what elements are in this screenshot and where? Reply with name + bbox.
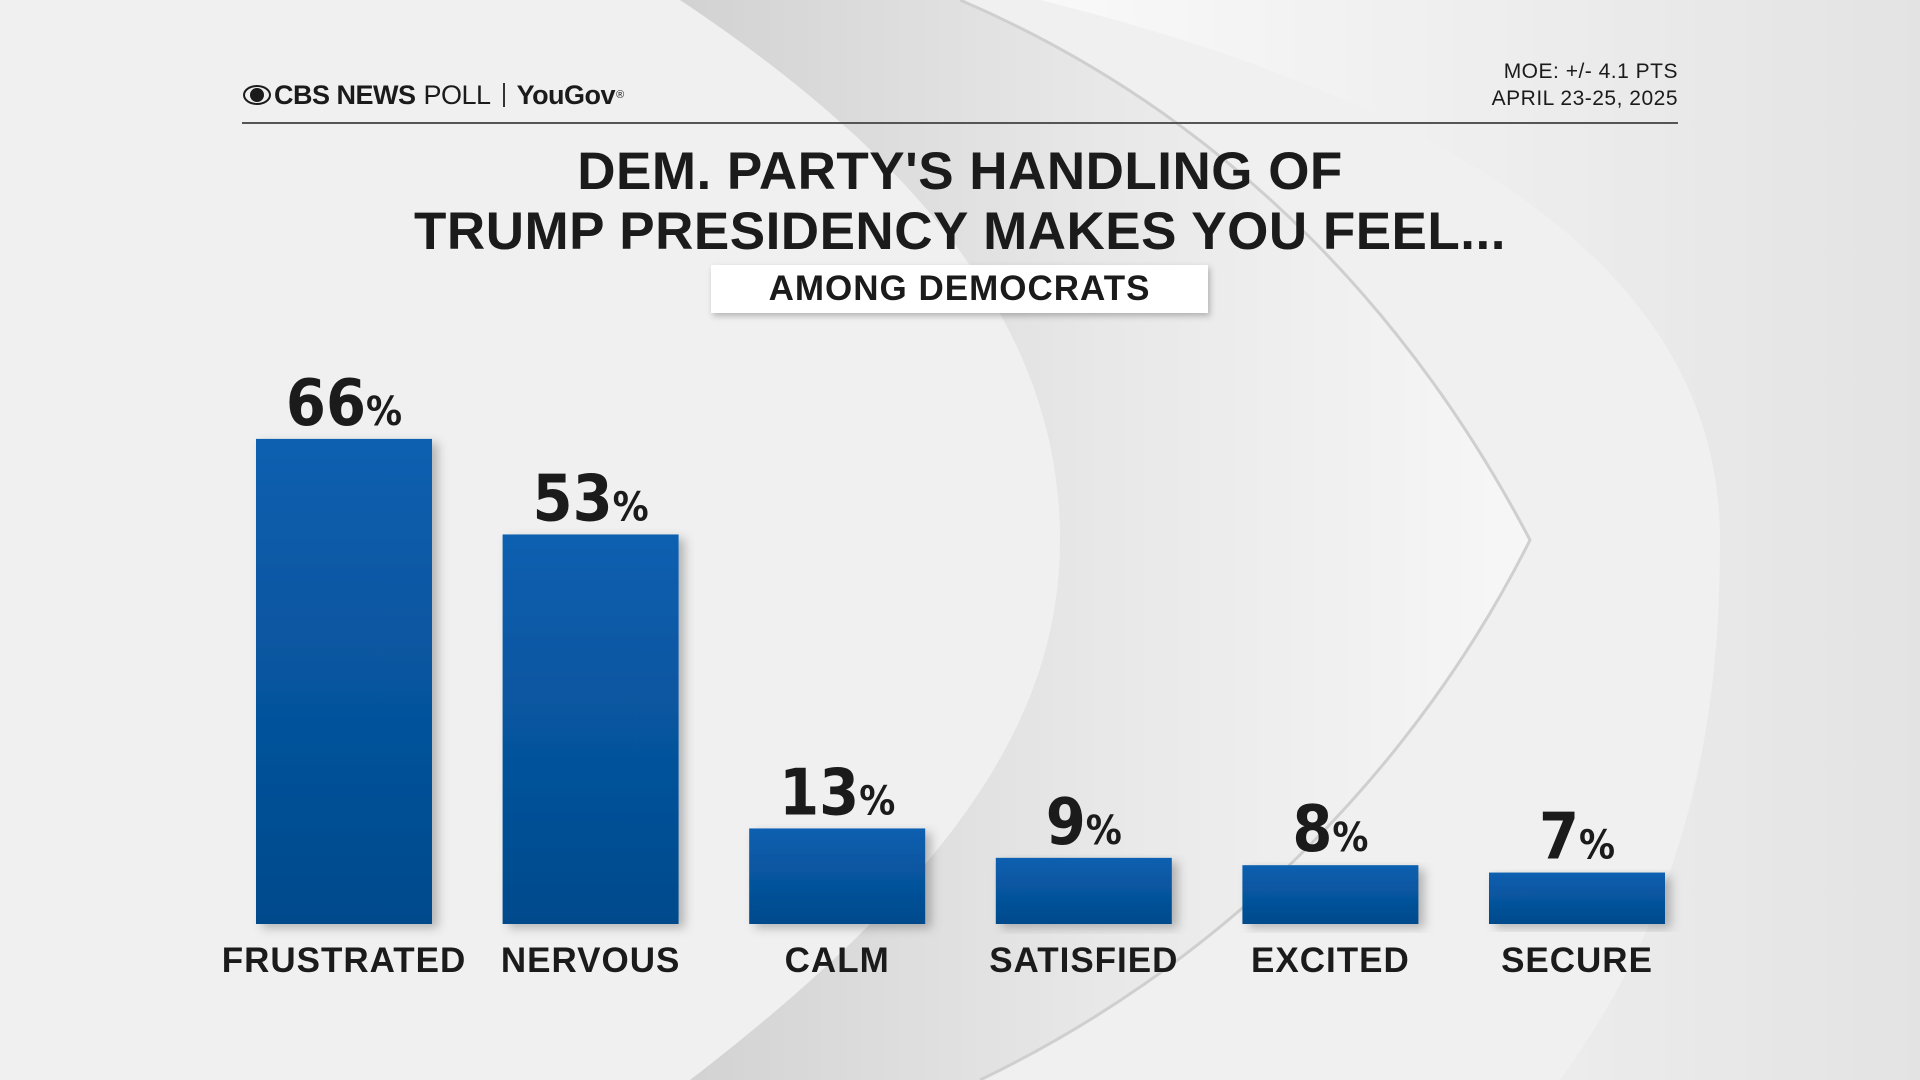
margin-of-error: MOE: +/- 4.1 PTS bbox=[1503, 60, 1678, 83]
category-label-satisfied: SATISFIED bbox=[989, 941, 1178, 980]
category-label-excited: EXCITED bbox=[1251, 941, 1410, 980]
brand-poll: POLL bbox=[423, 79, 492, 110]
bar-calm bbox=[749, 828, 926, 924]
bar-value-calm: 13% bbox=[779, 756, 895, 830]
brand-partner: YouGov bbox=[516, 79, 616, 110]
poll-dates: APRIL 23-25, 2025 bbox=[1491, 87, 1678, 110]
bar-value-satisfied: 9% bbox=[1046, 786, 1122, 860]
chart-title: DEM. PARTY'S HANDLING OF TRUMP PRESIDENC… bbox=[242, 142, 1678, 262]
chart-title-line-2: TRUMP PRESIDENCY MAKES YOU FEEL... bbox=[414, 202, 1506, 261]
brand-partner-mark: ® bbox=[616, 89, 624, 101]
bar-satisfied bbox=[995, 857, 1172, 924]
bar-value-nervous: 53% bbox=[533, 462, 649, 536]
brand-cbs: CBS NEWS bbox=[274, 79, 416, 110]
cbs-eye-icon bbox=[243, 85, 271, 105]
chart-title-line-1: DEM. PARTY'S HANDLING OF bbox=[577, 142, 1343, 201]
bar-value-excited: 8% bbox=[1292, 793, 1368, 867]
poll-meta: MOE: +/- 4.1 PTS APRIL 23-25, 2025 bbox=[1492, 58, 1678, 112]
bar-frustrated bbox=[256, 438, 432, 924]
bar-value-secure: 7% bbox=[1539, 801, 1615, 875]
category-label-secure: SECURE bbox=[1501, 941, 1653, 980]
bar-excited bbox=[1242, 865, 1419, 924]
category-label-nervous: NERVOUS bbox=[501, 941, 680, 980]
category-label-calm: CALM bbox=[785, 941, 890, 980]
brand-divider bbox=[502, 83, 505, 107]
bar-secure bbox=[1489, 872, 1665, 924]
category-label-frustrated: FRUSTRATED bbox=[222, 941, 467, 980]
bar-nervous bbox=[502, 534, 679, 924]
header: CBS NEWS POLL YouGov ® MOE: +/- 4.1 PTS … bbox=[242, 58, 1678, 124]
bar-value-frustrated: 66% bbox=[286, 367, 402, 441]
brand-logo: CBS NEWS POLL YouGov ® bbox=[242, 78, 624, 112]
chart-subtitle: AMONG DEMOCRATS bbox=[711, 265, 1208, 313]
